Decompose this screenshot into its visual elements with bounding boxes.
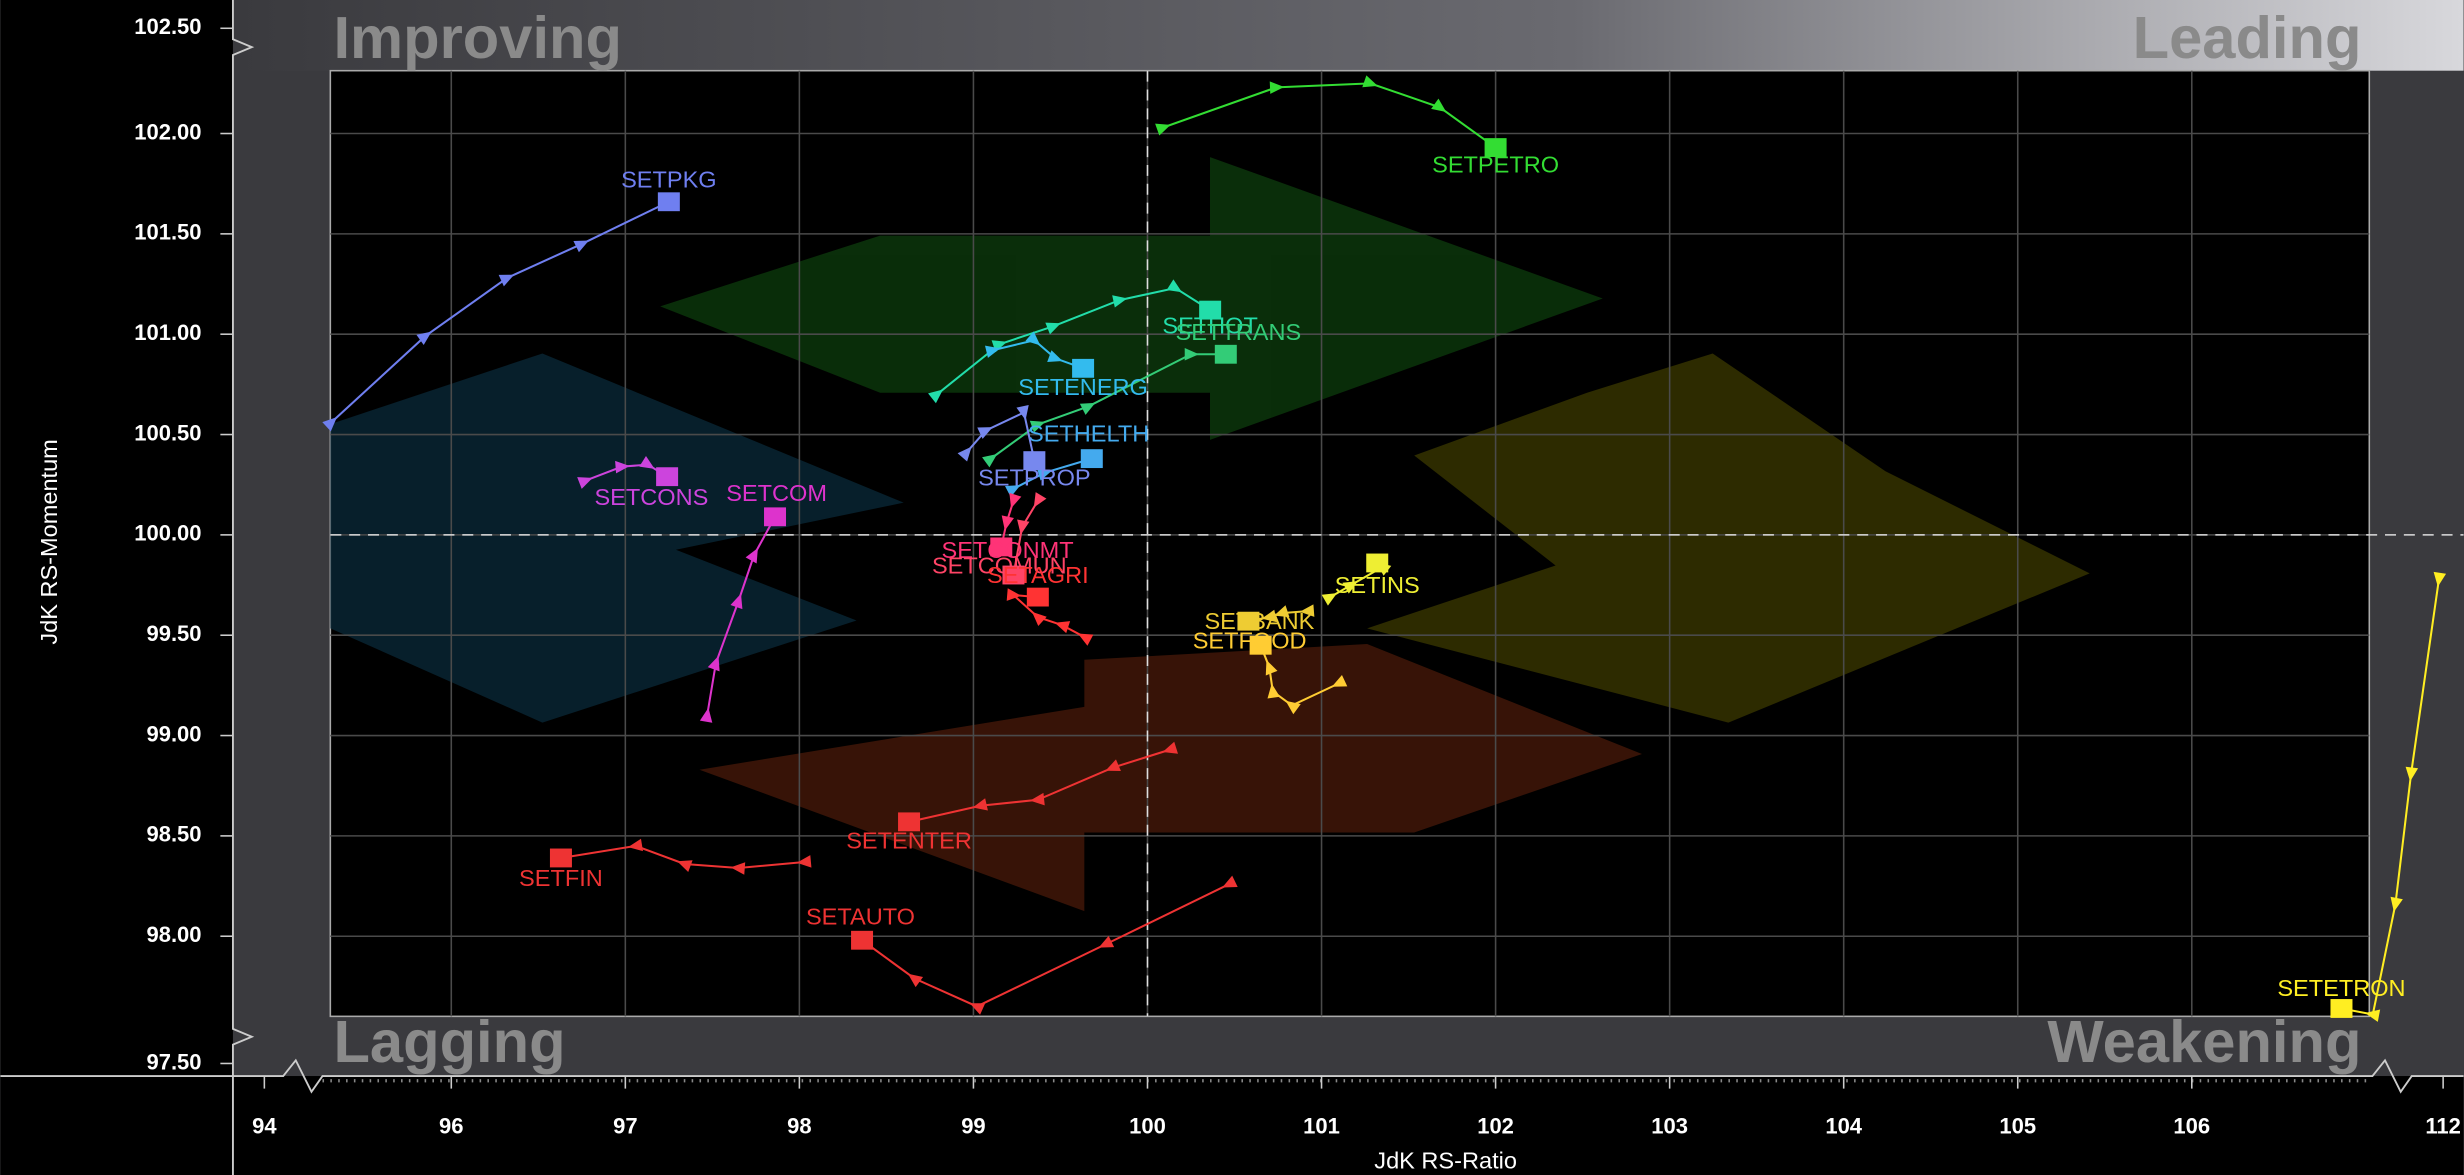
x-tick-label: 103 xyxy=(1651,1114,1688,1139)
quadrant-label: Weakening xyxy=(2047,1008,2361,1075)
y-tick-label: 98.50 xyxy=(147,822,202,847)
x-axis-panel xyxy=(0,1076,2463,1175)
y-tick-label: 100.50 xyxy=(134,420,201,445)
current-point xyxy=(1027,588,1049,607)
y-tick-label: 102.50 xyxy=(134,14,201,39)
series-label: SETAUTO xyxy=(806,903,915,929)
current-point xyxy=(2330,999,2352,1018)
x-tick-label: 106 xyxy=(2173,1114,2210,1139)
series-label: SETHELTH xyxy=(1028,420,1149,446)
x-tick-label: 99 xyxy=(961,1114,985,1139)
series-label: SETETRON xyxy=(2277,975,2405,1001)
series-label: SETINS xyxy=(1335,572,1420,598)
x-tick-label: 97 xyxy=(613,1114,637,1139)
current-point xyxy=(1215,345,1237,364)
y-tick-label: 101.00 xyxy=(134,320,201,345)
series-label: SETCONS xyxy=(594,484,708,510)
quadrant-label: Lagging xyxy=(333,1008,565,1075)
y-tick-label: 98.00 xyxy=(147,922,202,947)
series-label: SETFIN xyxy=(519,865,603,891)
series-label: SETPKG xyxy=(621,167,717,193)
x-tick-label: 94 xyxy=(252,1114,277,1139)
x-tick-label: 112 xyxy=(2425,1114,2460,1139)
x-axis-title: JdK RS-Ratio xyxy=(1374,1148,1517,1174)
series-label: SETTRANS xyxy=(1176,319,1302,345)
current-point xyxy=(764,507,786,526)
chart: Improving Leading Lagging Weakening JdK … xyxy=(0,0,2464,1175)
current-point xyxy=(851,931,873,950)
series-label: SETPROP xyxy=(978,465,1091,491)
quadrant-label: Improving xyxy=(333,4,621,71)
series-label: SETFOOD xyxy=(1193,627,1307,653)
series-label: SETPETRO xyxy=(1432,152,1559,178)
current-point xyxy=(658,192,680,211)
y-tick-label: 101.50 xyxy=(134,220,201,245)
x-tick-label: 102 xyxy=(1477,1114,1514,1139)
series-label: SETENERG xyxy=(1018,374,1148,400)
x-tick-label: 104 xyxy=(1825,1114,1862,1139)
series-label: SETCOM xyxy=(726,480,827,506)
x-tick-label: 105 xyxy=(1999,1114,2036,1139)
y-tick-label: 97.50 xyxy=(147,1049,202,1074)
y-tick-label: 100.00 xyxy=(134,521,201,546)
y-tick-label: 99.00 xyxy=(147,721,202,746)
y-tick-label: 102.00 xyxy=(134,119,201,144)
x-tick-label: 100 xyxy=(1129,1114,1166,1139)
y-axis-title: JdK RS-Momentum xyxy=(36,439,62,644)
x-tick-label: 96 xyxy=(439,1114,463,1139)
current-point xyxy=(1366,554,1388,573)
x-tick-label: 98 xyxy=(787,1114,811,1139)
series-label: SETAGRI xyxy=(987,562,1089,588)
y-tick-label: 99.50 xyxy=(147,621,202,646)
series-label: SETENTER xyxy=(846,827,972,853)
x-tick-label: 101 xyxy=(1303,1114,1340,1139)
quadrant-label: Leading xyxy=(2133,4,2362,71)
